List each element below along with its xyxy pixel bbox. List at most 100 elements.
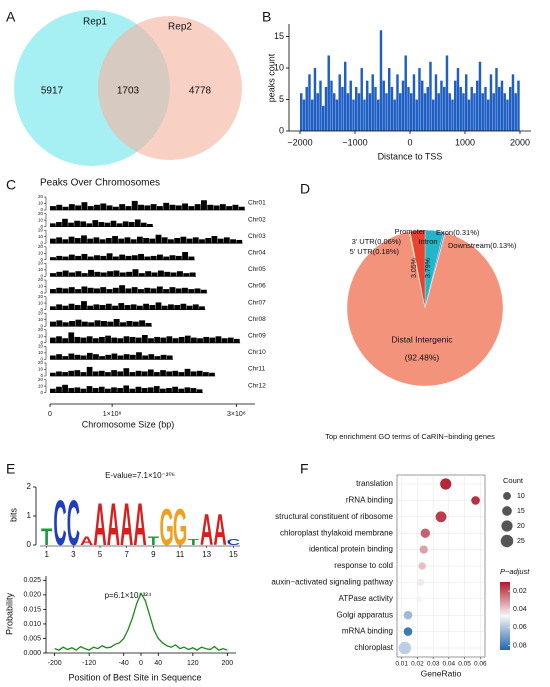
peak-bar bbox=[50, 355, 56, 360]
peak-bar bbox=[163, 256, 170, 260]
peak-bar bbox=[219, 204, 226, 210]
set-label: Rep1 bbox=[83, 17, 107, 28]
peak-bar bbox=[92, 388, 99, 393]
x-axis-title: Position of Best Site in Sequence bbox=[68, 672, 201, 682]
peak-bar bbox=[107, 321, 114, 327]
panel-letter: A bbox=[6, 9, 16, 25]
peak-bar bbox=[147, 224, 153, 227]
x-tick-label: -200 bbox=[48, 660, 62, 667]
peak-bar bbox=[50, 223, 56, 227]
peak-bar bbox=[86, 366, 93, 376]
peak-bar bbox=[154, 336, 160, 343]
slice-value: (92.48%) bbox=[405, 352, 440, 362]
peak-bar bbox=[232, 204, 239, 210]
peak-bar bbox=[126, 321, 133, 327]
bar bbox=[437, 93, 440, 131]
peak-bar bbox=[141, 335, 148, 343]
logo-letter: C bbox=[227, 538, 240, 547]
peak-bar bbox=[170, 272, 177, 277]
track-y-tick-label: 10 bbox=[38, 250, 44, 255]
bar bbox=[462, 93, 465, 131]
x-axis-title: GeneRatio bbox=[421, 668, 462, 678]
peak-bar bbox=[156, 286, 163, 293]
bar bbox=[363, 99, 366, 131]
track-y-tick-label: 10 bbox=[38, 383, 44, 388]
peak-bar bbox=[118, 303, 125, 310]
peak-bar bbox=[192, 237, 199, 244]
peak-bar bbox=[125, 255, 132, 260]
bar bbox=[451, 99, 454, 131]
x-tick-label: 0 bbox=[48, 411, 52, 418]
peak-bar bbox=[131, 200, 138, 210]
peak-bar bbox=[116, 223, 123, 227]
peak-bar bbox=[56, 287, 63, 293]
peak-bar bbox=[56, 271, 63, 277]
track-y-tick-label: 20 bbox=[38, 227, 44, 232]
peak-bar bbox=[180, 303, 187, 310]
track-y-tick-label: 20 bbox=[38, 211, 44, 216]
peak-bar bbox=[62, 322, 69, 327]
peak-bar bbox=[99, 239, 106, 244]
peak-bar bbox=[184, 335, 191, 343]
peak-bar bbox=[113, 319, 120, 327]
peak-bar bbox=[221, 338, 228, 343]
peak-bar bbox=[62, 305, 69, 310]
size-legend-dot bbox=[502, 506, 512, 516]
dot bbox=[403, 610, 413, 620]
bar bbox=[305, 86, 308, 131]
peak-bar bbox=[150, 288, 157, 293]
track-label: Chr09 bbox=[248, 333, 266, 340]
track-y-tick-label: 20 bbox=[38, 277, 44, 282]
bar bbox=[412, 74, 416, 131]
dot bbox=[471, 496, 480, 505]
bar bbox=[484, 86, 487, 131]
peak-bar bbox=[129, 388, 136, 393]
x-tick-label: 3 bbox=[71, 550, 76, 559]
slice-name: Distal Intergenic bbox=[392, 334, 454, 344]
bar bbox=[393, 99, 396, 131]
annotation: p=6.1×10⁻³²⁴ bbox=[105, 591, 152, 600]
bar bbox=[454, 80, 457, 131]
peak-bar bbox=[169, 255, 176, 260]
y-axis-title: bits bbox=[8, 508, 18, 523]
bar bbox=[407, 86, 410, 131]
peak-bar bbox=[178, 372, 185, 376]
y-tick-label: 0 bbox=[27, 540, 32, 549]
bar bbox=[319, 80, 322, 131]
bar bbox=[448, 93, 451, 131]
peak-bar bbox=[147, 369, 154, 376]
peak-bar bbox=[191, 337, 197, 343]
bar bbox=[311, 99, 314, 131]
peak-bar bbox=[131, 255, 138, 260]
bar bbox=[401, 80, 405, 131]
peak-bar bbox=[50, 238, 56, 244]
peak-bar bbox=[105, 335, 111, 343]
peak-bar bbox=[112, 287, 119, 293]
peak-bar bbox=[56, 386, 62, 393]
peak-bar bbox=[99, 305, 106, 310]
peak-bar bbox=[163, 289, 170, 293]
bar bbox=[445, 55, 449, 131]
peak-bar bbox=[125, 288, 132, 293]
slice-label: 3' UTR(0.06%) bbox=[352, 237, 402, 246]
peak-bar bbox=[131, 287, 138, 293]
pie-slice bbox=[346, 231, 504, 387]
x-tick-label: 15 bbox=[229, 550, 238, 559]
color-legend-title: P−adjust bbox=[500, 567, 530, 576]
bar bbox=[467, 99, 471, 131]
peak-bar bbox=[81, 253, 88, 260]
bar bbox=[478, 61, 482, 131]
peak-bar bbox=[168, 304, 174, 310]
peak-bar bbox=[180, 236, 187, 244]
bar bbox=[300, 93, 303, 131]
bar bbox=[324, 86, 328, 131]
peak-bar bbox=[62, 218, 68, 227]
peak-bar bbox=[105, 303, 112, 310]
peak-bar bbox=[119, 254, 126, 260]
x-tick-label: −1000 bbox=[342, 137, 367, 147]
peak-bar bbox=[194, 288, 201, 293]
peak-bar bbox=[138, 253, 144, 260]
track-y-tick-label: 0 bbox=[40, 290, 43, 295]
category-label: translation bbox=[356, 479, 393, 488]
